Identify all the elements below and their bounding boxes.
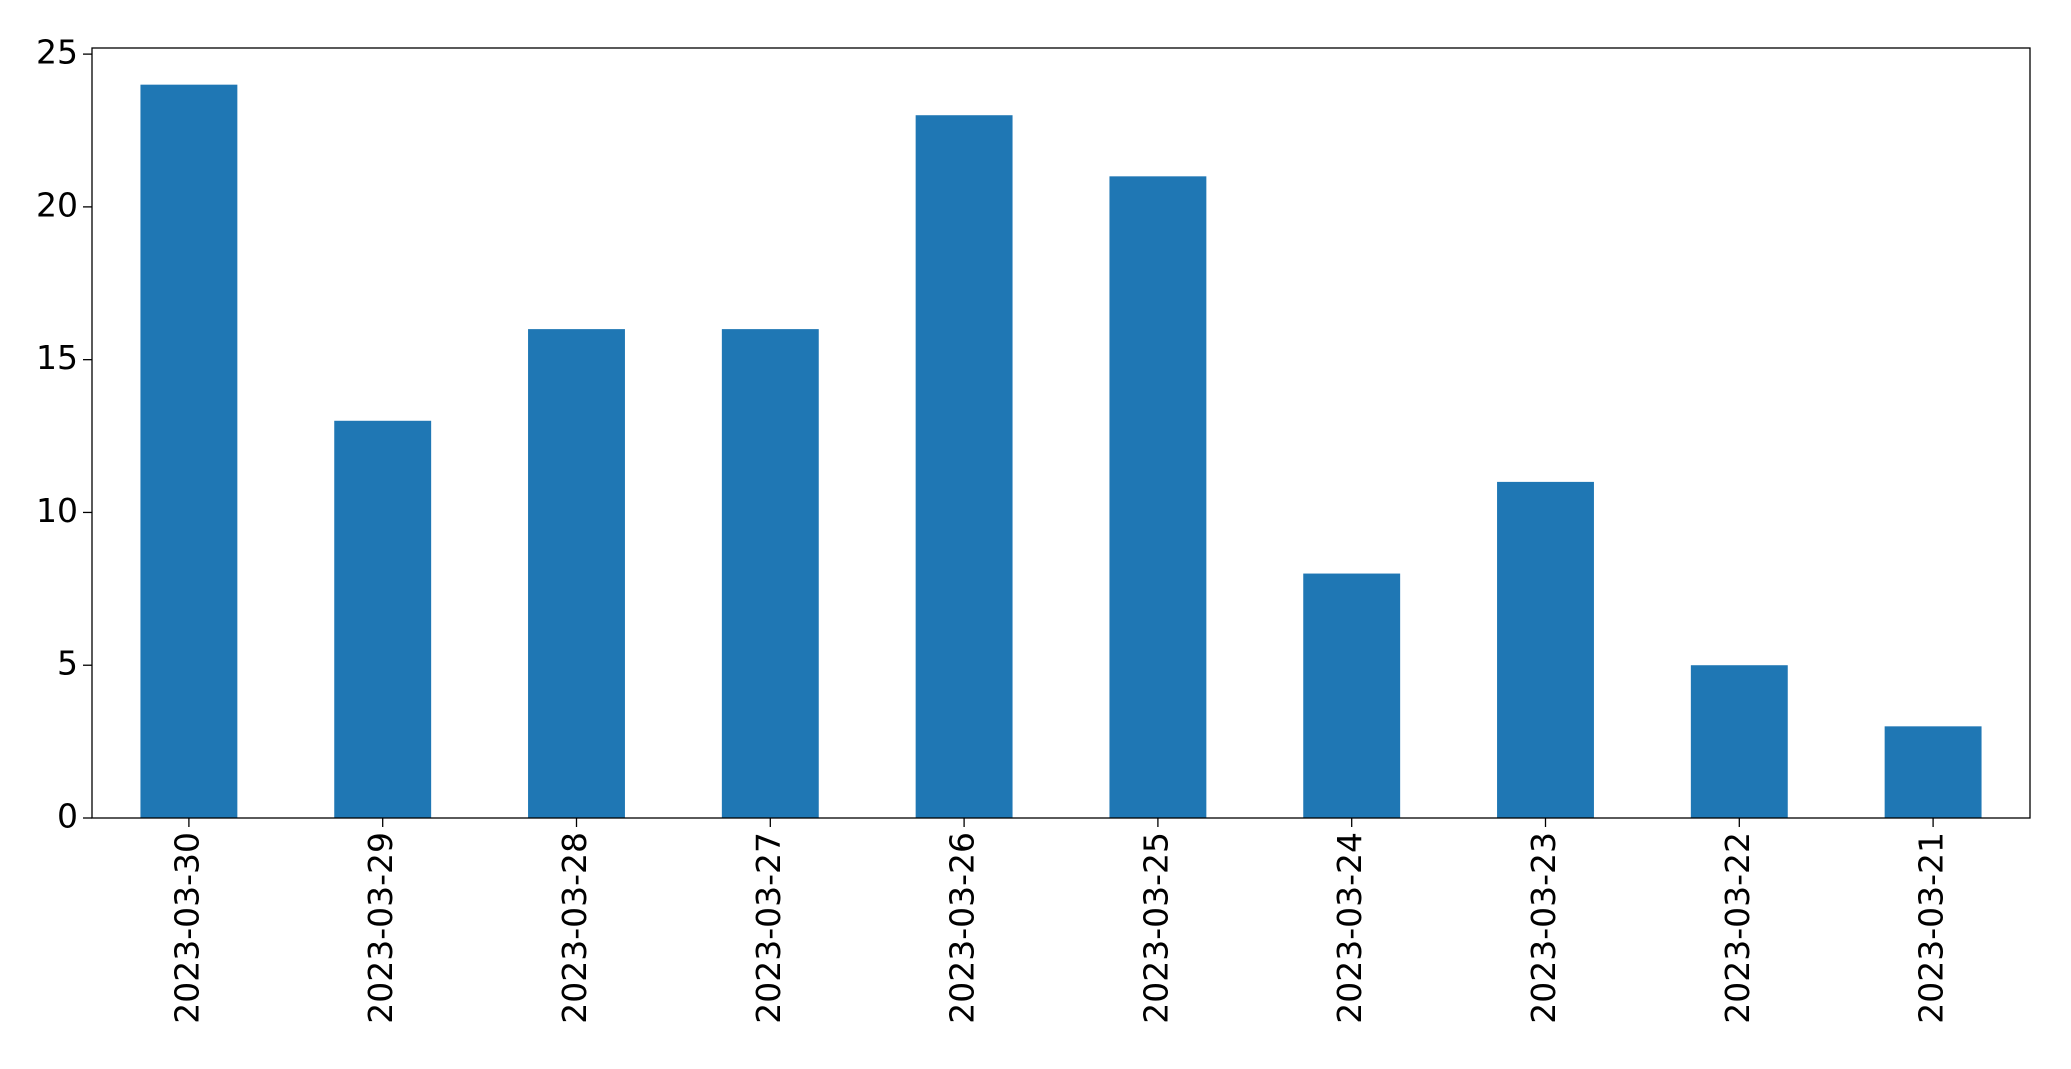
bar [915, 115, 1013, 818]
plot-frame [91, 47, 2031, 819]
x-tick-label: 2023-03-25 [1136, 832, 1175, 1024]
bar [721, 329, 819, 818]
bar [1497, 481, 1594, 818]
y-tick-label: 5 [57, 644, 78, 683]
x-tick-label: 2023-03-22 [1718, 832, 1757, 1024]
x-tick-label: 2023-03-21 [1912, 832, 1951, 1024]
y-tick-label: 15 [36, 338, 78, 377]
y-tick-label: 20 [36, 185, 78, 224]
bar [1109, 176, 1207, 819]
x-tick-label: 2023-03-29 [361, 832, 400, 1024]
x-tick-label: 2023-03-30 [167, 832, 206, 1024]
bar [140, 84, 238, 818]
bar [528, 329, 625, 818]
x-tick-label: 2023-03-26 [943, 832, 982, 1024]
bar [1884, 726, 1982, 818]
y-tick-label: 0 [57, 797, 78, 836]
y-tick-label: 25 [36, 33, 78, 72]
y-tick-label: 10 [36, 491, 78, 530]
x-tick-label: 2023-03-23 [1524, 832, 1563, 1024]
x-tick-label: 2023-03-27 [749, 832, 788, 1024]
x-tick-label: 2023-03-24 [1330, 832, 1369, 1024]
bar [1690, 665, 1788, 818]
bar [1303, 573, 1401, 818]
bar [334, 420, 432, 818]
x-tick-label: 2023-03-28 [555, 832, 594, 1024]
